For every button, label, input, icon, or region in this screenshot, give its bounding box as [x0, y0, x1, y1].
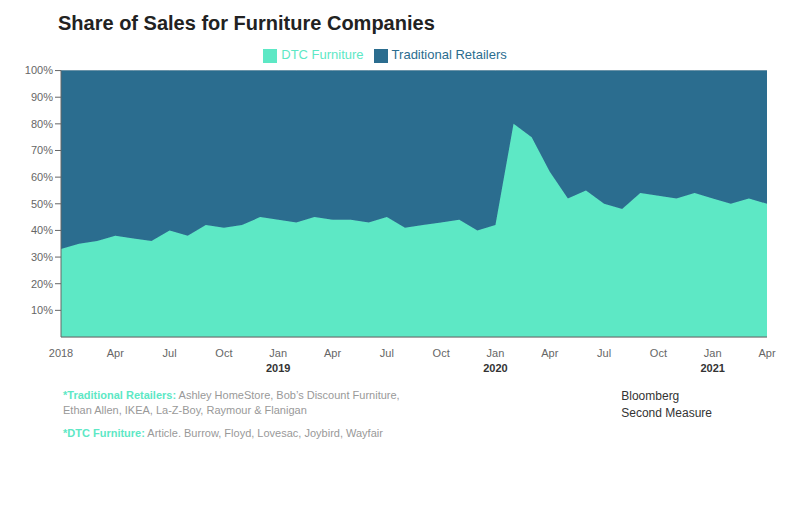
- svg-text:Oct: Oct: [215, 347, 232, 359]
- html-text:Bloomberg Second Measure: Bloomberg Second Measure: [621, 389, 712, 420]
- svg-text:Apr: Apr: [107, 347, 124, 359]
- svg-text:60%: 60%: [31, 171, 53, 183]
- svg-text:100%: 100%: [25, 64, 53, 76]
- html-text:*Traditional Retailers: Ashley: *Traditional Retailers: Ashley HomeStore…: [63, 389, 400, 416]
- svg-text:30%: 30%: [31, 251, 53, 263]
- svg-text:Apr: Apr: [324, 347, 341, 359]
- html-text:*DTC Furniture: Article. Burro: *DTC Furniture: Article. Burrow, Floyd, …: [63, 427, 383, 439]
- svg-text:10%: 10%: [31, 304, 53, 316]
- svg-text:Apr: Apr: [541, 347, 558, 359]
- svg-text:Jul: Jul: [380, 347, 394, 359]
- svg-text:80%: 80%: [31, 118, 53, 130]
- svg-text:Jan2019: Jan2019: [266, 347, 290, 374]
- svg-text:Jan2020: Jan2020: [483, 347, 507, 374]
- svg-text:Jan2021: Jan2021: [700, 347, 724, 374]
- svg-text:90%: 90%: [31, 91, 53, 103]
- svg-text:Oct: Oct: [433, 347, 450, 359]
- html-text:DTC Furniture: DTC Furniture: [281, 47, 364, 62]
- svg-text:40%: 40%: [31, 224, 53, 236]
- svg-text:50%: 50%: [31, 198, 53, 210]
- svg-text:Jul: Jul: [597, 347, 611, 359]
- svg-text:Jul: Jul: [163, 347, 177, 359]
- svg-text:70%: 70%: [31, 144, 53, 156]
- svg-text:Oct: Oct: [650, 347, 667, 359]
- svg-text:20%: 20%: [31, 278, 53, 290]
- html-text:Traditional Retailers: Traditional Retailers: [391, 47, 507, 62]
- svg-text:Apr: Apr: [758, 347, 775, 359]
- svg-text:2018: 2018: [49, 347, 73, 359]
- html-text:Share of Sales for Furniture C: Share of Sales for Furniture Companies: [58, 12, 435, 34]
